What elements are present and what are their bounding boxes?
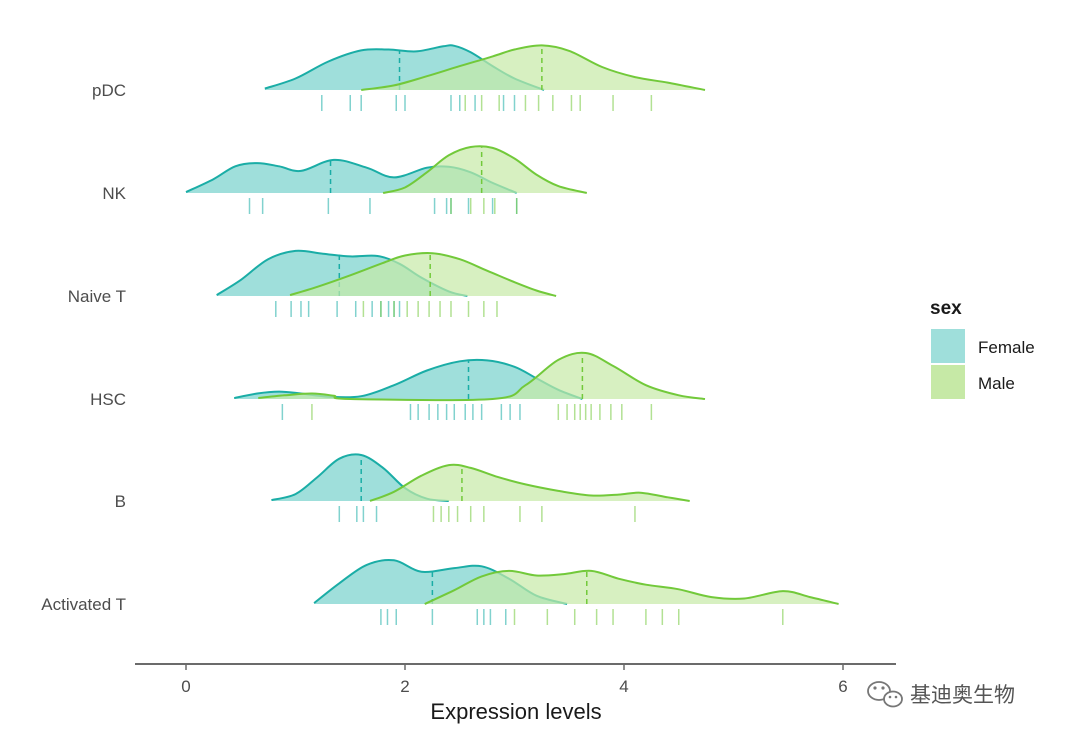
x-tick-label-2: 2 [400,677,409,696]
ridges-layer [185,44,839,605]
x-axis-title: Expression levels [430,699,601,724]
legend: sex Female Male [930,298,1035,399]
legend-swatch-female [931,329,965,363]
category-label-pdc: pDC [92,81,126,100]
density-area-hsc-male [258,352,706,401]
category-label-nk: NK [102,184,126,203]
density-area-activated-t-male [424,570,839,604]
x-axis-ticks: 0 2 4 6 [181,664,848,696]
legend-label-male: Male [978,374,1015,393]
watermark: 基迪奥生物 [867,681,1015,708]
legend-swatch-male [931,365,965,399]
density-area-pdc-male [361,45,706,90]
rugs-layer [248,95,784,625]
density-line-hsc-male [258,351,706,402]
legend-title: sex [930,298,962,319]
x-tick-label-6: 6 [838,677,847,696]
x-tick-label-0: 0 [181,677,190,696]
density-line-nk-male [382,145,588,194]
category-label-activated-t: Activated T [41,595,126,614]
category-labels: pDC NK Naive T HSC B Activated T [41,81,126,614]
wechat-icon [867,681,903,708]
category-label-naive-t: Naive T [68,287,126,306]
category-label-b: B [115,492,126,511]
density-line-activated-t-male [424,569,839,605]
legend-label-female: Female [978,338,1035,357]
watermark-text: 基迪奥生物 [910,684,1015,707]
density-line-b-male [369,463,690,502]
density-area-nk-male [383,146,587,193]
density-line-pdc-male [361,44,706,91]
category-label-hsc: HSC [90,390,126,409]
density-area-naive-t-male [290,253,557,296]
density-line-naive-t-male [289,252,557,297]
x-tick-label-4: 4 [619,677,628,696]
density-area-b-male [369,464,690,501]
